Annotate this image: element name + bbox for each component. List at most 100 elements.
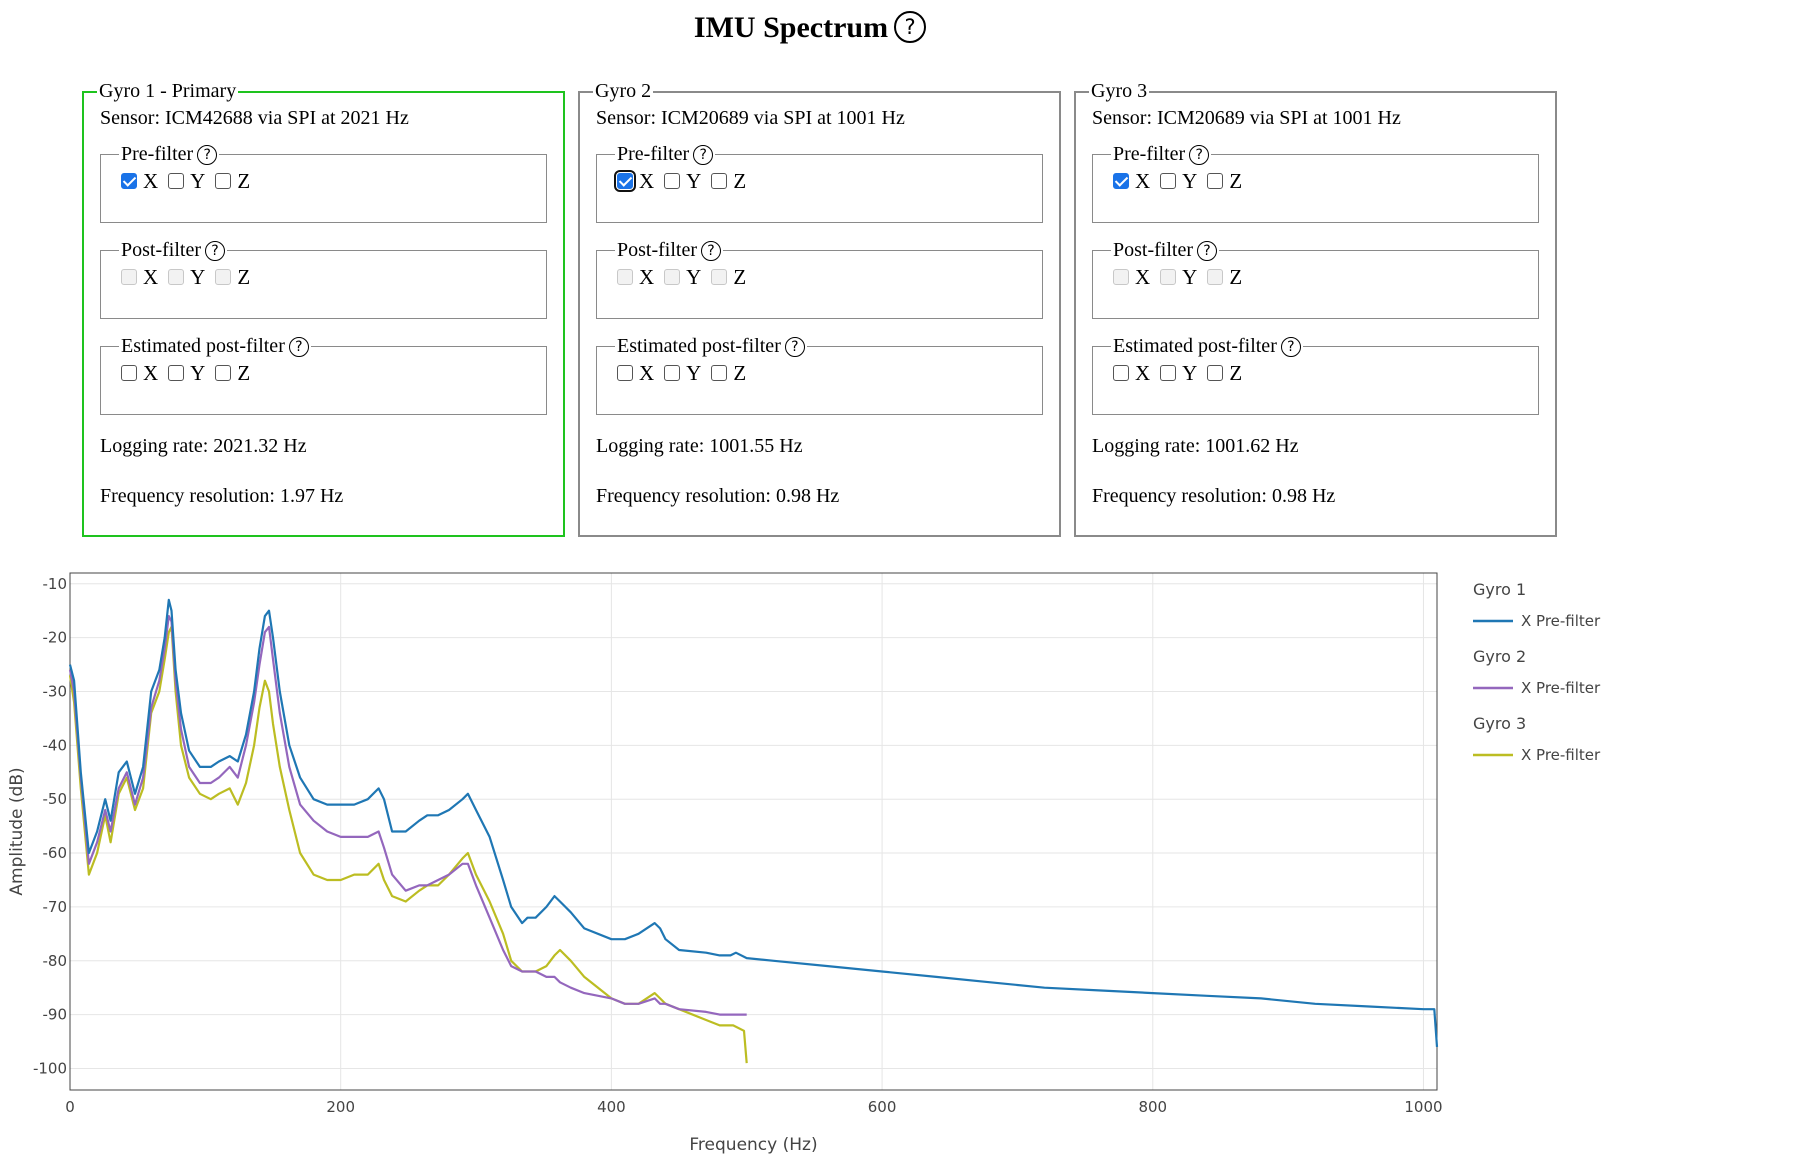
chart-grid [70,573,1437,1090]
y-tick-label: -50 [43,790,68,808]
pre-filter-x-label: X [639,169,655,193]
page-title: IMU Spectrum? [0,6,1620,50]
help-icon[interactable]: ? [693,145,714,166]
y-tick-label: -80 [43,952,68,970]
estimated-post-filter-y-label: Y [1182,361,1198,385]
help-icon[interactable]: ? [197,145,218,166]
help-icon[interactable]: ? [701,241,721,262]
estimated-post-filter-checkboxes: X Y Z [617,360,1022,386]
pre-filter-z-checkbox[interactable] [215,173,232,189]
estimated-post-filter-x-label: X [143,361,159,385]
estimated-post-filter-group: Estimated post-filter? X Y Z [596,335,1043,415]
chart-ticks: 0 200 400 600 800 1000 -10 -20 -30 -40 -50 -60 -70 -8… [33,575,1443,1116]
sensor-info: Sensor: ICM20689 via SPI at 1001 Hz [596,107,905,129]
spectrum-chart[interactable]: 0 200 400 600 800 1000 -10 -20 -30 -40 -50 -60 -70 -8… [0,560,1793,1155]
post-filter-y-label: Y [686,265,702,289]
pre-filter-label: Pre-filter [1113,143,1186,165]
estimated-post-filter-y-label: Y [190,361,206,385]
help-icon[interactable]: ? [1197,241,1217,262]
estimated-post-filter-y-label: Y [686,361,702,385]
estimated-post-filter-x-label: X [639,361,655,385]
post-filter-legend: Post-filter? [119,239,227,262]
help-icon[interactable]: ? [894,11,927,44]
estimated-post-filter-x-checkbox[interactable] [121,365,137,381]
chart-lines [68,598,1439,1064]
y-tick-label: -30 [43,682,68,700]
y-tick-label: -60 [43,844,68,862]
estimated-post-filter-y-checkbox[interactable] [168,365,185,381]
pre-filter-x-checkbox[interactable] [121,173,137,189]
estimated-post-filter-z-checkbox[interactable] [1207,365,1224,381]
pre-filter-z-checkbox[interactable] [711,173,728,189]
pre-filter-z-label: Z [237,169,251,193]
estimated-post-filter-z-label: Z [1229,361,1243,385]
logging-rate: Logging rate: 1001.55 Hz [596,435,803,457]
gyro-panel-1: Gyro 1 - Primary Sensor: ICM42688 via SPI… [82,80,565,537]
estimated-post-filter-x-label: X [1135,361,1151,385]
estimated-post-filter-z-label: Z [237,361,251,385]
pre-filter-x-label: X [1135,169,1151,193]
y-axis-label: Amplitude (dB) [7,767,27,895]
estimated-post-filter-x-checkbox[interactable] [617,365,633,381]
post-filter-group: Post-filter? X Y Z [1092,239,1539,319]
help-icon[interactable]: ? [784,337,805,358]
legend-group-title: Gyro 3 [1473,714,1526,733]
pre-filter-z-checkbox[interactable] [1207,173,1224,189]
help-icon[interactable]: ? [288,337,309,358]
estimated-post-filter-x-checkbox[interactable] [1113,365,1129,381]
y-tick-label: -10 [43,575,68,593]
pre-filter-y-checkbox[interactable] [664,173,681,189]
pre-filter-z-label: Z [733,169,747,193]
legend-item-label: X Pre-filter [1521,746,1601,764]
x-tick-label: 400 [597,1098,626,1116]
pre-filter-group: Pre-filter? X Y Z [596,143,1043,223]
estimated-post-filter-z-checkbox[interactable] [215,365,232,381]
pre-filter-checkboxes: X Y Z [121,168,526,194]
estimated-post-filter-legend: Estimated post-filter? [615,335,807,358]
estimated-post-filter-z-checkbox[interactable] [711,365,728,381]
post-filter-legend: Post-filter? [615,239,723,262]
post-filter-y-label: Y [190,265,206,289]
pre-filter-legend: Pre-filter? [1111,143,1211,166]
y-tick-label: -100 [33,1059,67,1077]
gyro-legend: Gyro 3 [1091,80,1148,102]
help-icon[interactable]: ? [1189,145,1210,166]
estimated-post-filter-checkboxes: X Y Z [121,360,526,386]
post-filter-z-checkbox [215,269,232,285]
post-filter-x-label: X [143,265,159,289]
plot-area-frame [69,572,1438,1091]
x-tick-label: 0 [65,1098,75,1116]
y-tick-label: -70 [43,898,68,916]
help-icon[interactable]: ? [1280,337,1301,358]
estimated-post-filter-group: Estimated post-filter? X Y Z [100,335,547,415]
pre-filter-y-label: Y [190,169,206,193]
x-tick-label: 200 [326,1098,355,1116]
pre-filter-y-checkbox[interactable] [1160,173,1177,189]
estimated-post-filter-y-checkbox[interactable] [664,365,681,381]
estimated-post-filter-y-checkbox[interactable] [1160,365,1177,381]
pre-filter-x-checkbox[interactable] [1113,173,1129,189]
y-tick-label: -40 [43,736,68,754]
y-tick-label: -90 [43,1006,68,1024]
estimated-post-filter-group: Estimated post-filter? X Y Z [1092,335,1539,415]
post-filter-group: Post-filter? X Y Z [100,239,547,319]
frequency-resolution: Frequency resolution: 0.98 Hz [1092,485,1336,507]
pre-filter-legend: Pre-filter? [119,143,219,166]
chart-legend[interactable]: Gyro 1 X Pre-filter Gyro 2 X Pre-filter Gyro… [1473,580,1601,764]
legend-group-title: Gyro 2 [1473,647,1526,666]
post-filter-checkboxes: X Y Z [1113,264,1518,290]
series-line-gyro-3 [68,625,748,1064]
pre-filter-x-checkbox[interactable] [614,170,636,192]
legend-item-label: X Pre-filter [1521,612,1601,630]
frequency-resolution: Frequency resolution: 0.98 Hz [596,485,840,507]
gyro-legend: Gyro 2 [595,80,652,102]
pre-filter-y-label: Y [1182,169,1198,193]
pre-filter-x-label: X [143,169,159,193]
post-filter-label: Post-filter [1113,239,1193,261]
estimated-post-filter-z-label: Z [733,361,747,385]
post-filter-checkboxes: X Y Z [617,264,1022,290]
help-icon[interactable]: ? [205,241,225,262]
pre-filter-y-checkbox[interactable] [168,173,185,189]
gyro-panel-2: Gyro 2 Sensor: ICM20689 via SPI at 1001 H… [578,80,1061,537]
pre-filter-group: Pre-filter? X Y Z [100,143,547,223]
